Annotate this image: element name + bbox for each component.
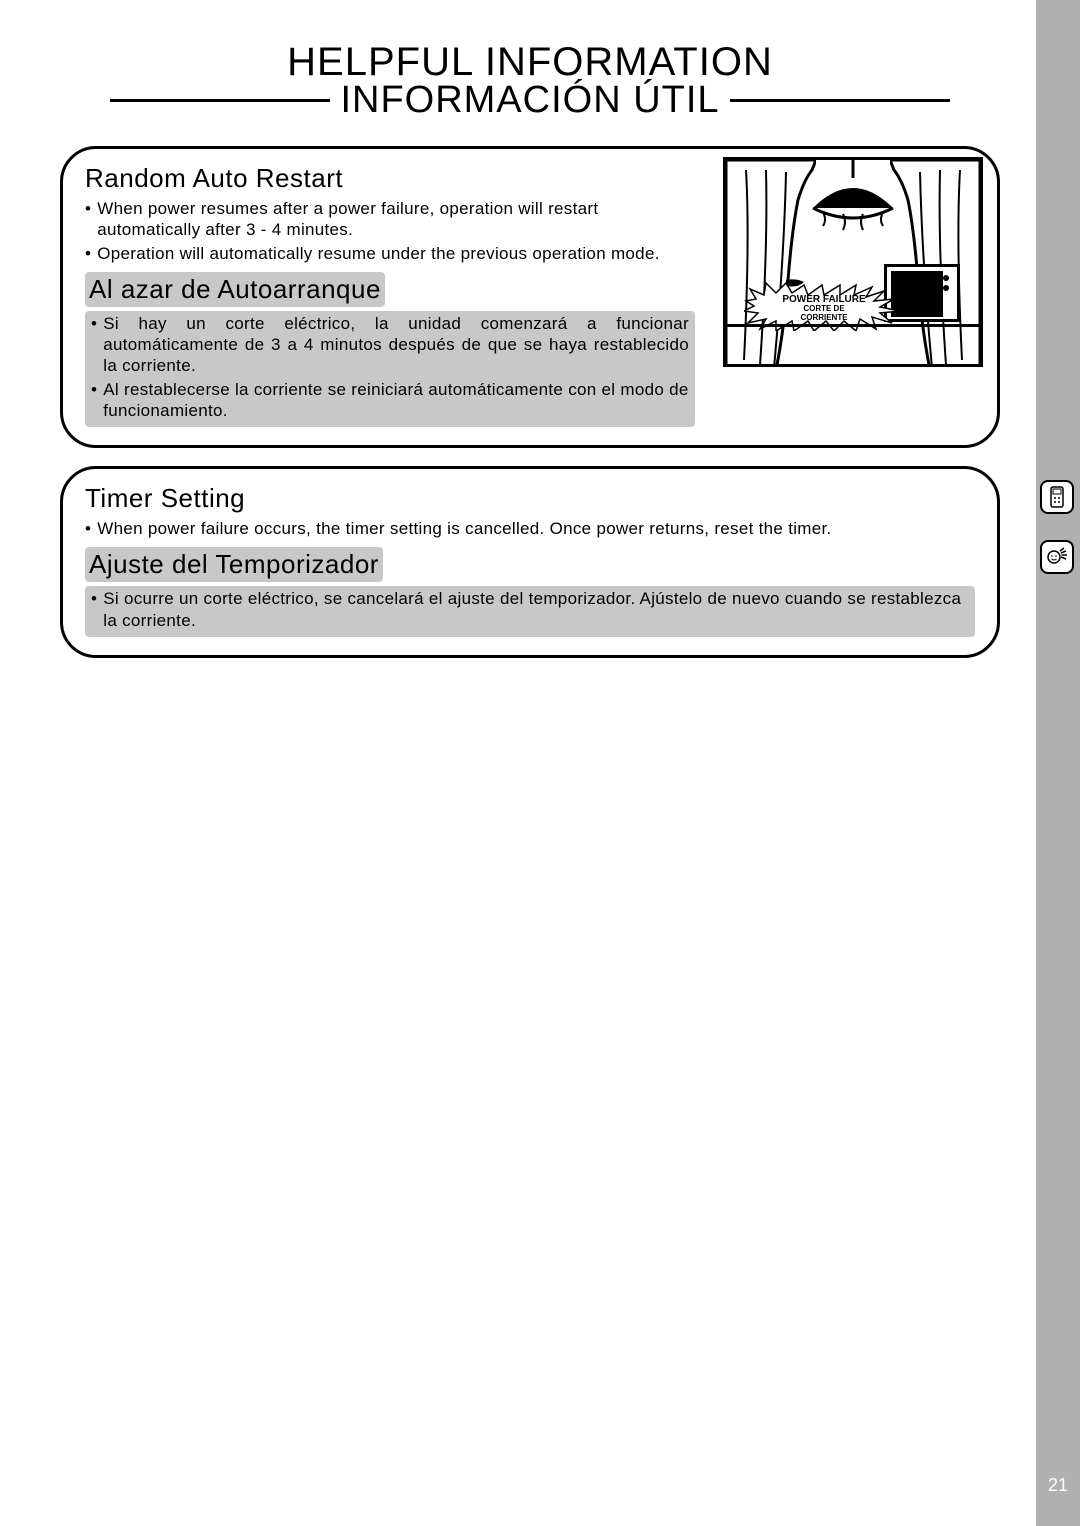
ceiling-lamp-icon xyxy=(793,160,913,250)
bullet-es-2: •Al restablecerse la corriente se reinic… xyxy=(91,379,689,422)
bullet-en-2: •Operation will automatically resume und… xyxy=(85,243,695,264)
side-tab-icon-remote xyxy=(1040,480,1074,514)
table-surface-line xyxy=(726,324,980,346)
heading-random-auto-restart-en: Random Auto Restart xyxy=(85,163,695,194)
heading-random-auto-restart-es: Al azar de Autoarranque xyxy=(85,272,695,307)
heading-timer-setting-es: Ajuste del Temporizador xyxy=(85,547,975,582)
page-title-block: HELPFUL INFORMATION INFORMACIÓN ÚTIL xyxy=(60,40,1000,122)
panel-timer-setting: Timer Setting •When power failure occurs… xyxy=(60,466,1000,658)
power-failure-illustration: POWER FAILURE CORTE DE CORRIENTE xyxy=(723,157,983,367)
callout-text-es-2: CORRIENTE xyxy=(748,314,900,322)
title-spanish: INFORMACIÓN ÚTIL xyxy=(340,79,719,122)
title-rule: INFORMACIÓN ÚTIL xyxy=(60,79,1000,122)
heading-timer-setting-en: Timer Setting xyxy=(85,483,975,514)
panel1-text: Random Auto Restart •When power resumes … xyxy=(85,163,695,427)
page-number: 21 xyxy=(1048,1475,1068,1496)
content-area: HELPFUL INFORMATION INFORMACIÓN ÚTIL xyxy=(60,40,1000,676)
spanish-highlight-block-1: •Si hay un corte eléctrico, la unidad co… xyxy=(85,311,695,427)
tv-knobs xyxy=(943,275,953,291)
remote-icon xyxy=(1049,486,1065,508)
panel-random-auto-restart: POWER FAILURE CORTE DE CORRIENTE Random … xyxy=(60,146,1000,448)
rule-left xyxy=(110,99,330,102)
spanish-highlight-block-2: •Si ocurre un corte eléctrico, se cancel… xyxy=(85,586,975,637)
side-tab-icon-helpful xyxy=(1040,540,1074,574)
bullet-timer-en-1: •When power failure occurs, the timer se… xyxy=(85,518,975,539)
page-root: 21 HELPFUL INFORMATION INFORMACIÓN ÚTIL xyxy=(0,0,1080,1526)
power-failure-callout: POWER FAILURE CORTE DE CORRIENTE xyxy=(744,287,904,324)
right-sidebar-strip: 21 xyxy=(1036,0,1080,1526)
rule-right xyxy=(730,99,950,102)
bullet-timer-es-1: •Si ocurre un corte eléctrico, se cancel… xyxy=(91,588,969,631)
bullet-es-1: •Si hay un corte eléctrico, la unidad co… xyxy=(91,313,689,377)
ok-hand-icon xyxy=(1046,546,1068,568)
bullet-en-1: •When power resumes after a power failur… xyxy=(85,198,695,241)
